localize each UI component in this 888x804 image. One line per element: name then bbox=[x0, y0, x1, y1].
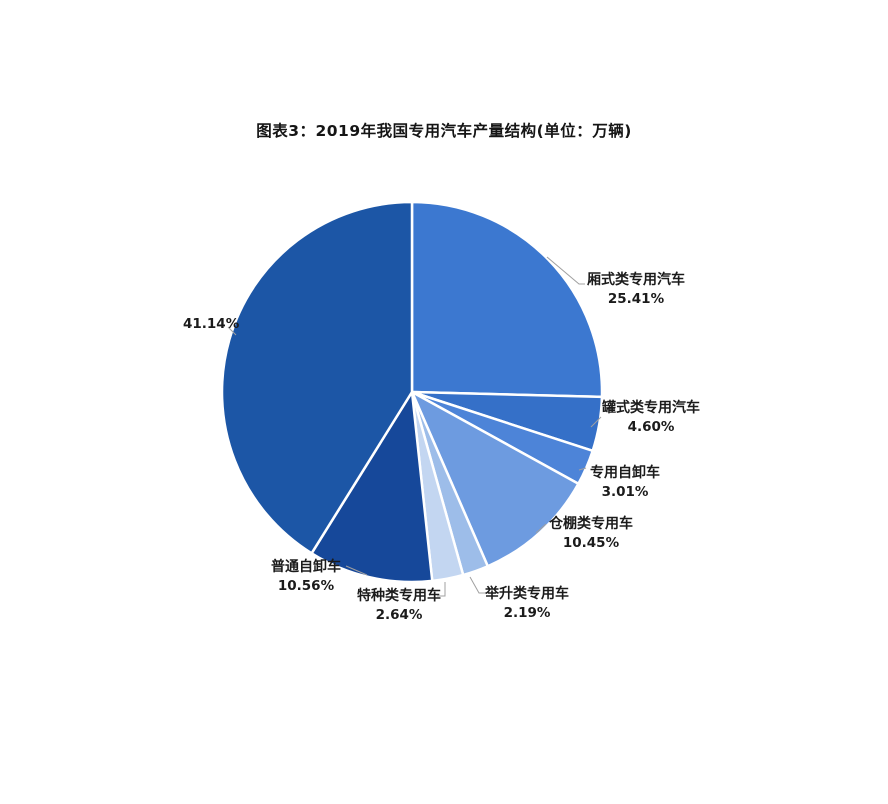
slice-name: 举升类专用车 bbox=[485, 586, 569, 602]
slice-name: 特种类专用车 bbox=[357, 588, 441, 604]
slice-label-zhuanyongzixie: 专用自卸车 3.01% bbox=[585, 463, 665, 502]
leader-lines-group bbox=[227, 256, 602, 597]
leader-line-jusheng bbox=[469, 576, 485, 594]
slice-percent: 25.41% bbox=[607, 291, 665, 308]
slice-percent: 41.14% bbox=[183, 316, 240, 332]
slice-name: 专用自卸车 bbox=[590, 465, 660, 481]
pie-slice-3 bbox=[410, 390, 580, 568]
slice-label-other: 41.14% bbox=[183, 315, 240, 334]
leader-line-zhuanyongzixie bbox=[578, 467, 587, 471]
leader-line-cangpeng bbox=[535, 523, 547, 534]
pie-slice-6 bbox=[310, 390, 434, 584]
slice-label-xiangshi: 厢式类专用汽车 25.41% bbox=[583, 270, 689, 309]
slice-percent: 2.19% bbox=[503, 605, 551, 622]
slice-label-putongzixie: 普通自卸车 10.56% bbox=[267, 557, 345, 596]
slice-label-cangpeng: 仓棚类专用车 10.45% bbox=[545, 514, 637, 553]
pie-slices-group bbox=[220, 200, 604, 584]
slice-percent: 4.60% bbox=[627, 419, 675, 436]
leader-line-guanshi bbox=[590, 416, 602, 428]
slice-percent: 2.64% bbox=[375, 607, 423, 624]
slice-percent: 3.01% bbox=[601, 484, 649, 501]
slice-label-guanshi: 罐式类专用汽车 4.60% bbox=[598, 398, 704, 437]
leader-line-other bbox=[227, 326, 237, 336]
leader-line-tezhong bbox=[437, 582, 446, 597]
slice-label-jusheng: 举升类专用车 2.19% bbox=[481, 584, 573, 623]
slice-label-tezhong: 特种类专用车 2.64% bbox=[355, 586, 443, 625]
slice-name: 罐式类专用汽车 bbox=[602, 400, 700, 416]
slice-percent: 10.45% bbox=[562, 535, 620, 552]
chart-title: 图表3：2019年我国专用汽车产量结构(单位：万辆) bbox=[256, 122, 632, 140]
pie-slice-0 bbox=[410, 200, 604, 399]
slice-name: 厢式类专用汽车 bbox=[587, 272, 685, 288]
leader-line-putongzixie bbox=[345, 565, 368, 576]
slice-name: 仓棚类专用车 bbox=[549, 516, 633, 532]
slice-percent: 10.56% bbox=[277, 578, 335, 595]
slice-name: 普通自卸车 bbox=[271, 559, 341, 575]
pie-slice-7 bbox=[220, 200, 414, 555]
leader-line-xiangshi bbox=[546, 256, 585, 285]
